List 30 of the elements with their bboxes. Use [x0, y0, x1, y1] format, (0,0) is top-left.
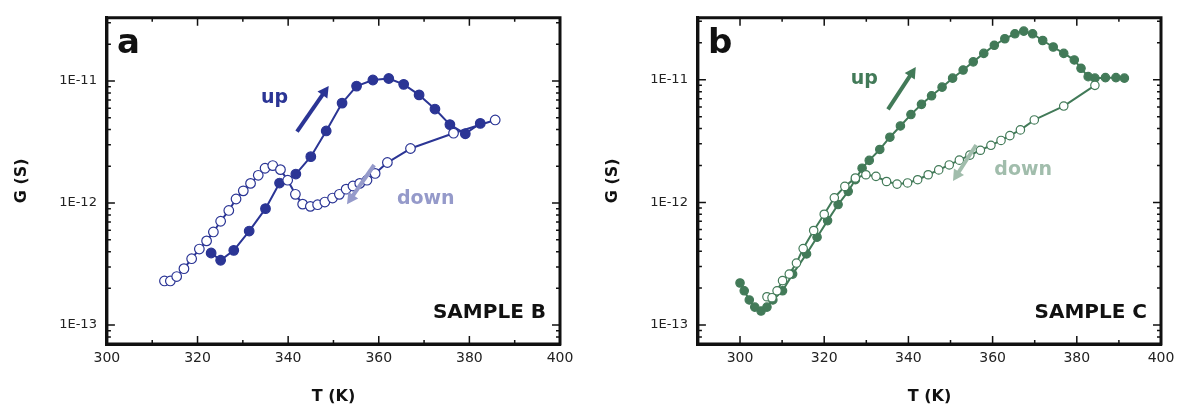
y-tick-label: 1E-11	[650, 71, 688, 87]
series-label: down	[396, 186, 455, 209]
x-tick-label: 300	[726, 349, 754, 366]
series-label: down	[994, 157, 1053, 180]
chart-title: a	[116, 20, 140, 61]
annotation: SAMPLE B	[432, 299, 546, 323]
x-tick-label: 360	[365, 349, 393, 366]
x-tick-label: 380	[1063, 349, 1091, 366]
y-axis-title: G (S)	[10, 158, 30, 204]
x-tick-label: 320	[810, 349, 838, 366]
x-tick-label: 340	[895, 349, 922, 366]
x-tick-label: 300	[93, 349, 121, 366]
y-tick-label: 1E-11	[59, 72, 97, 88]
y-tick-label: 1E-12	[650, 193, 688, 209]
annotation: SAMPLE C	[1034, 299, 1147, 323]
x-tick-label: 320	[184, 349, 211, 366]
x-tick-label: 380	[456, 349, 483, 366]
x-tick-label: 400	[1147, 349, 1175, 366]
x-axis-title: T (K)	[311, 385, 356, 405]
x-tick-label: 360	[979, 349, 1006, 366]
y-tick-label: 1E-13	[650, 316, 688, 332]
text: up	[850, 65, 878, 88]
x-tick-label: 400	[546, 349, 574, 366]
text: up	[260, 85, 289, 108]
x-tick-label: 340	[274, 349, 302, 366]
y-tick-label: 1E-12	[59, 194, 97, 210]
y-axis-title: G (S)	[601, 158, 621, 204]
x-axis-title: T (K)	[907, 385, 952, 405]
y-tick-label: 1E-13	[59, 316, 97, 332]
chart-title: b	[707, 20, 733, 61]
